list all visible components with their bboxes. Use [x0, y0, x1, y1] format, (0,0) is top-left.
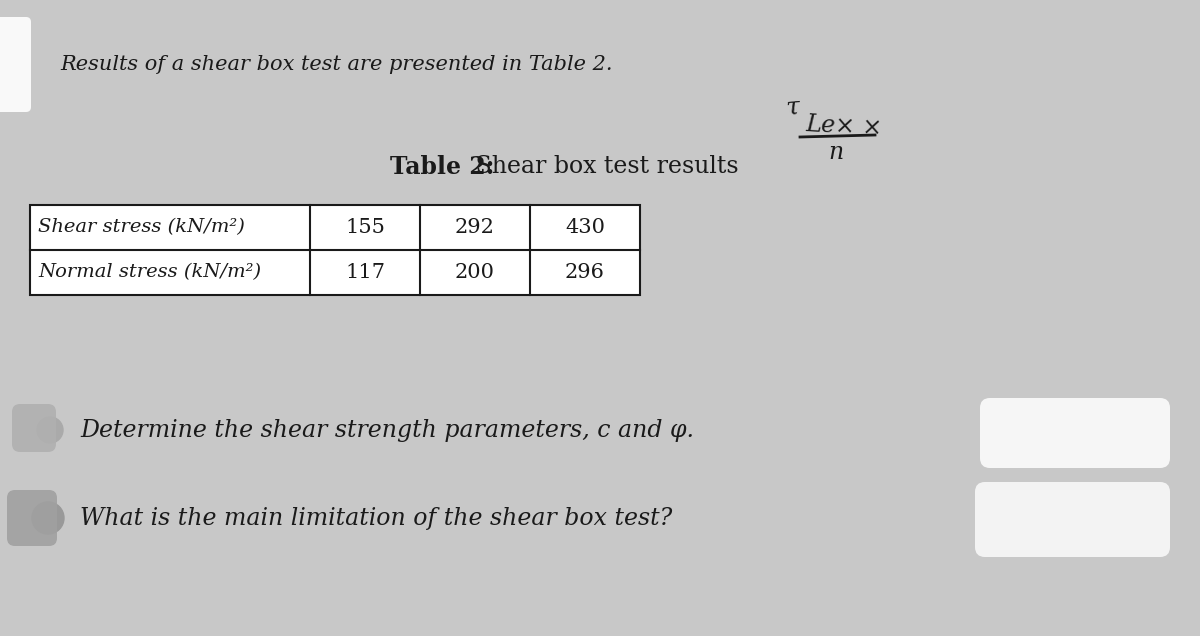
Circle shape: [32, 502, 64, 534]
Text: 296: 296: [565, 263, 605, 282]
Text: n: n: [828, 141, 844, 164]
FancyBboxPatch shape: [0, 17, 31, 112]
Text: 430: 430: [565, 218, 605, 237]
Circle shape: [37, 417, 64, 443]
Text: 155: 155: [346, 218, 385, 237]
Text: What is the main limitation of the shear box test?: What is the main limitation of the shear…: [80, 506, 672, 530]
Text: Shear stress (kN/m²): Shear stress (kN/m²): [38, 219, 245, 237]
FancyBboxPatch shape: [974, 482, 1170, 557]
Text: Results of a shear box test are presented in Table 2.: Results of a shear box test are presente…: [60, 55, 612, 74]
Bar: [30, 205, 640, 295]
Text: Table 2:: Table 2:: [390, 155, 494, 179]
Text: 117: 117: [346, 263, 385, 282]
Text: 292: 292: [455, 218, 494, 237]
FancyBboxPatch shape: [980, 398, 1170, 468]
Text: Normal stress (kN/m²): Normal stress (kN/m²): [38, 263, 262, 282]
Text: 200: 200: [455, 263, 496, 282]
FancyBboxPatch shape: [12, 404, 56, 452]
Text: τ: τ: [785, 95, 800, 119]
Text: Le× ×: Le× ×: [805, 113, 883, 140]
Text: Determine the shear strength parameters, c and φ.: Determine the shear strength parameters,…: [80, 418, 694, 441]
FancyBboxPatch shape: [7, 490, 58, 546]
Text: Shear box test results: Shear box test results: [468, 155, 739, 178]
